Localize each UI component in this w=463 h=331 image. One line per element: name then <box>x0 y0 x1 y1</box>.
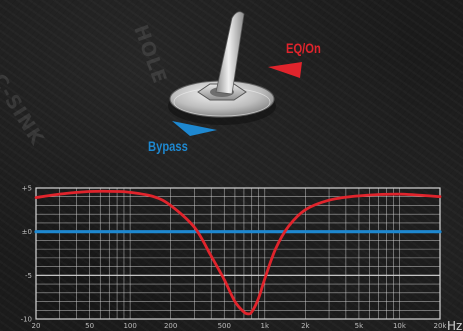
on-arrow-icon <box>268 62 302 78</box>
x-tick-label: 50 <box>85 322 94 330</box>
bypass-label: Bypass <box>148 138 188 154</box>
bypass-arrow-icon <box>172 121 217 136</box>
x-unit-label: Hz <box>447 319 462 331</box>
x-tick-label: 200 <box>164 322 177 330</box>
eq-on-response-curve <box>34 189 442 316</box>
eq-on-label: EQ/On <box>286 40 321 56</box>
x-tick-label: 5k <box>355 322 364 330</box>
y-tick-label: -5 <box>25 272 32 280</box>
x-tick-label: 2k <box>301 322 310 330</box>
y-tick-label: -10 <box>21 316 32 324</box>
x-tick-label: 500 <box>218 322 231 330</box>
x-tick-label: 100 <box>123 322 136 330</box>
x-tick-label: 20k <box>434 322 448 330</box>
x-tick-label: 20 <box>32 322 41 330</box>
plot-area-frame <box>35 187 441 320</box>
x-tick-label: 1k <box>261 322 270 330</box>
y-tick-label: +5 <box>22 185 32 193</box>
y-tick-label: ±0 <box>22 228 32 236</box>
x-tick-label: 10k <box>393 322 407 330</box>
